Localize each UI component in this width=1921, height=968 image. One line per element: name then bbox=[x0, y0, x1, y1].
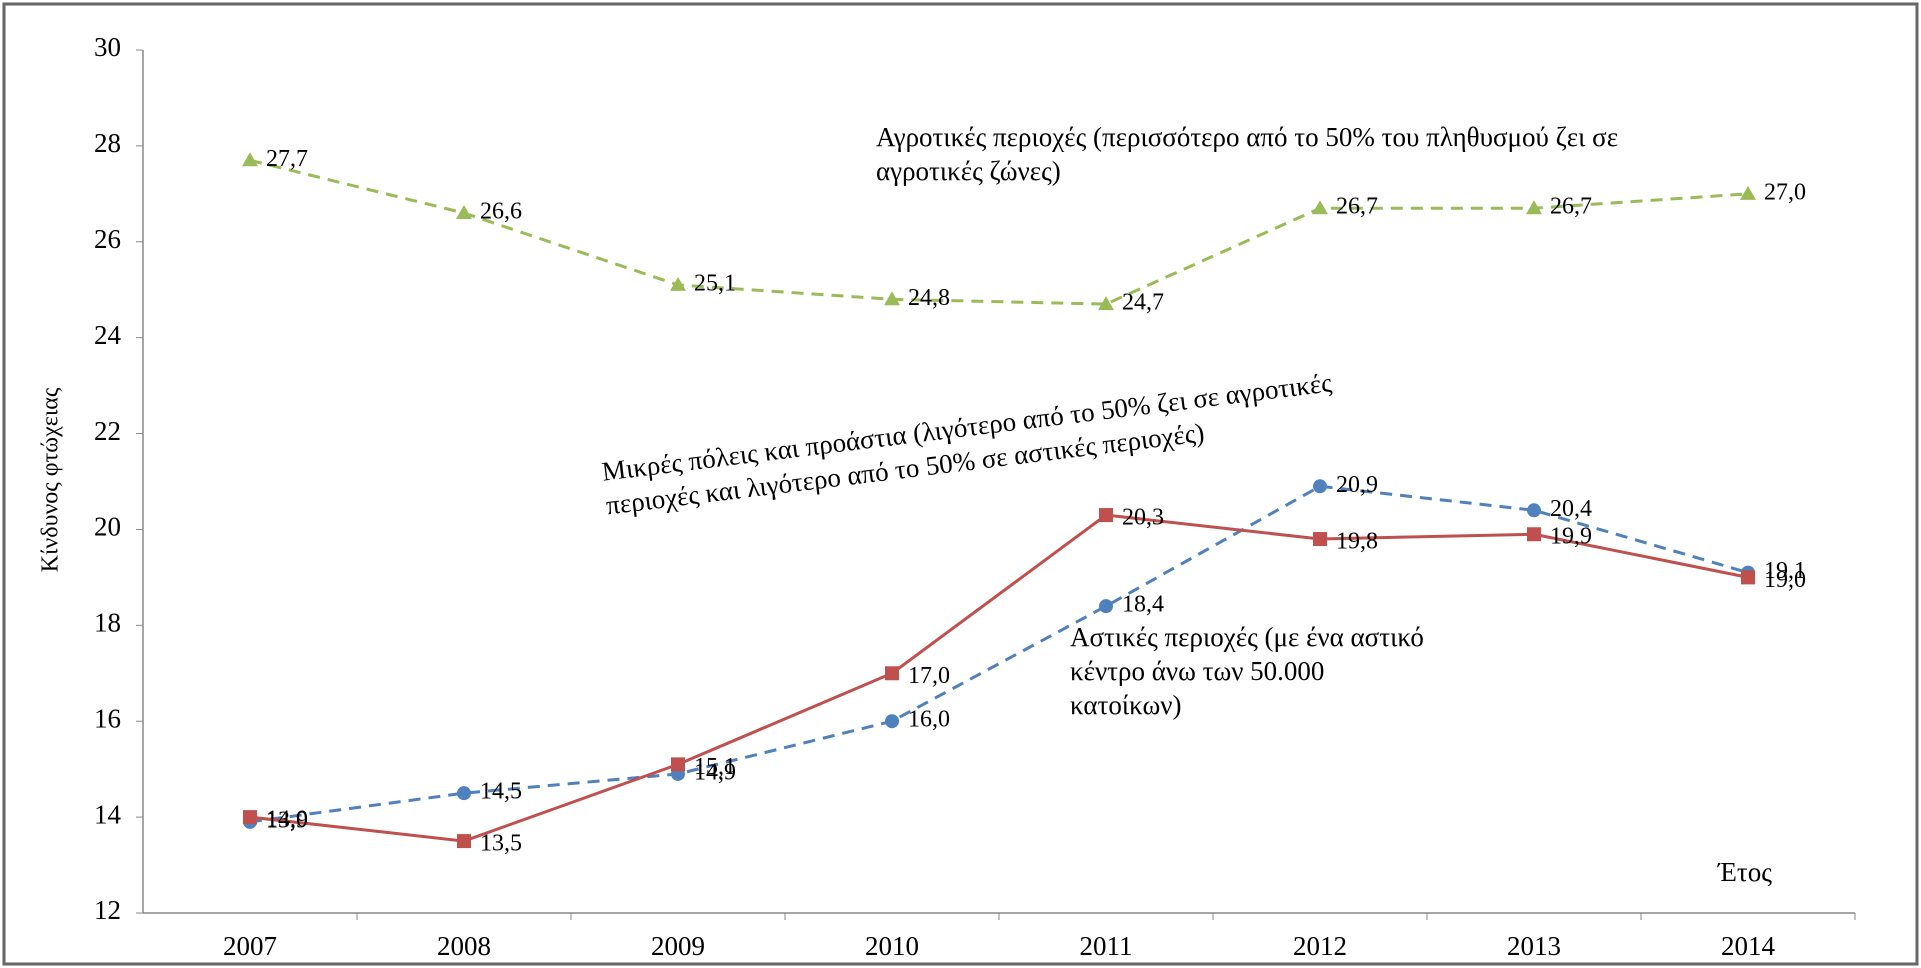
point bbox=[671, 757, 685, 772]
series-name: Αστικές περιοχές (με ένα αστικό κέντρο ά… bbox=[1070, 622, 1424, 720]
point bbox=[243, 810, 257, 825]
point bbox=[1099, 599, 1113, 614]
series-line bbox=[249, 484, 1749, 824]
x-tick-label: 2014 bbox=[1721, 931, 1776, 961]
data-label: 15,1 bbox=[694, 754, 736, 780]
data-label: 20,4 bbox=[1550, 496, 1592, 522]
data-label: 20,9 bbox=[1336, 472, 1378, 498]
point bbox=[1099, 508, 1113, 523]
y-tick-label: 22 bbox=[94, 416, 121, 446]
data-label: 19,8 bbox=[1336, 529, 1378, 555]
point bbox=[1312, 200, 1328, 215]
data-label: 14,0 bbox=[266, 807, 308, 833]
x-tick-label: 2007 bbox=[223, 931, 277, 961]
point bbox=[1741, 570, 1755, 585]
data-label: 14,5 bbox=[480, 779, 522, 805]
point bbox=[884, 291, 900, 306]
x-tick-label: 2009 bbox=[651, 931, 705, 961]
data-label: 13,5 bbox=[480, 831, 522, 857]
x-tick-label: 2012 bbox=[1293, 931, 1347, 961]
series-annotation: Αγροτικές περιοχές (περισσότερο από το 5… bbox=[876, 122, 1619, 186]
point bbox=[1527, 527, 1541, 542]
point bbox=[1527, 503, 1541, 518]
point bbox=[1098, 296, 1114, 311]
data-label: 19,9 bbox=[1550, 524, 1592, 550]
y-tick-label: 28 bbox=[94, 128, 121, 158]
y-tick-label: 18 bbox=[94, 608, 121, 638]
data-label: 26,7 bbox=[1550, 194, 1592, 220]
x-axis-label: Έτος bbox=[1717, 857, 1772, 887]
data-label: 19,1 bbox=[1764, 558, 1806, 584]
data-label: 27,0 bbox=[1764, 179, 1806, 205]
data-label: 18,4 bbox=[1122, 592, 1164, 618]
point bbox=[1313, 532, 1327, 547]
series-line bbox=[249, 158, 1749, 306]
point bbox=[457, 834, 471, 849]
data-label: 25,1 bbox=[694, 270, 736, 296]
series-annotation: Αστικές περιοχές (με ένα αστικό κέντρο ά… bbox=[1070, 622, 1424, 720]
point bbox=[885, 666, 899, 681]
y-tick-label: 26 bbox=[94, 224, 121, 254]
x-tick-label: 2008 bbox=[437, 931, 491, 961]
data-label: 20,3 bbox=[1122, 505, 1164, 531]
data-label: 26,6 bbox=[480, 199, 522, 225]
y-tick-label: 12 bbox=[94, 895, 121, 925]
data-label: 27,7 bbox=[266, 146, 308, 172]
series-name: Αγροτικές περιοχές (περισσότερο από το 5… bbox=[876, 122, 1619, 186]
data-label: 24,8 bbox=[908, 285, 950, 311]
point bbox=[670, 276, 686, 291]
point bbox=[1740, 185, 1756, 200]
x-tick-label: 2013 bbox=[1507, 931, 1561, 961]
data-label: 16,0 bbox=[908, 707, 950, 733]
y-tick-label: 30 bbox=[94, 32, 121, 62]
point bbox=[1526, 200, 1542, 215]
point bbox=[242, 152, 258, 167]
data-label: 19,0 bbox=[1764, 567, 1806, 593]
y-axis-label: Κίνδυνος φτώχειας bbox=[38, 387, 64, 572]
point bbox=[1313, 479, 1327, 494]
point bbox=[885, 714, 899, 729]
y-tick-label: 24 bbox=[94, 320, 122, 350]
x-tick-label: 2010 bbox=[865, 931, 919, 961]
point bbox=[456, 205, 472, 220]
y-tick-label: 14 bbox=[94, 799, 122, 829]
data-label: 26,7 bbox=[1336, 194, 1378, 220]
series-line bbox=[249, 513, 1749, 843]
data-label: 17,0 bbox=[908, 663, 950, 689]
point bbox=[457, 786, 471, 801]
data-label: 24,7 bbox=[1122, 290, 1164, 316]
data-label: 14,9 bbox=[694, 759, 736, 785]
x-tick-label: 2011 bbox=[1080, 931, 1133, 961]
y-tick-label: 16 bbox=[94, 703, 121, 733]
y-tick-label: 20 bbox=[94, 512, 121, 542]
